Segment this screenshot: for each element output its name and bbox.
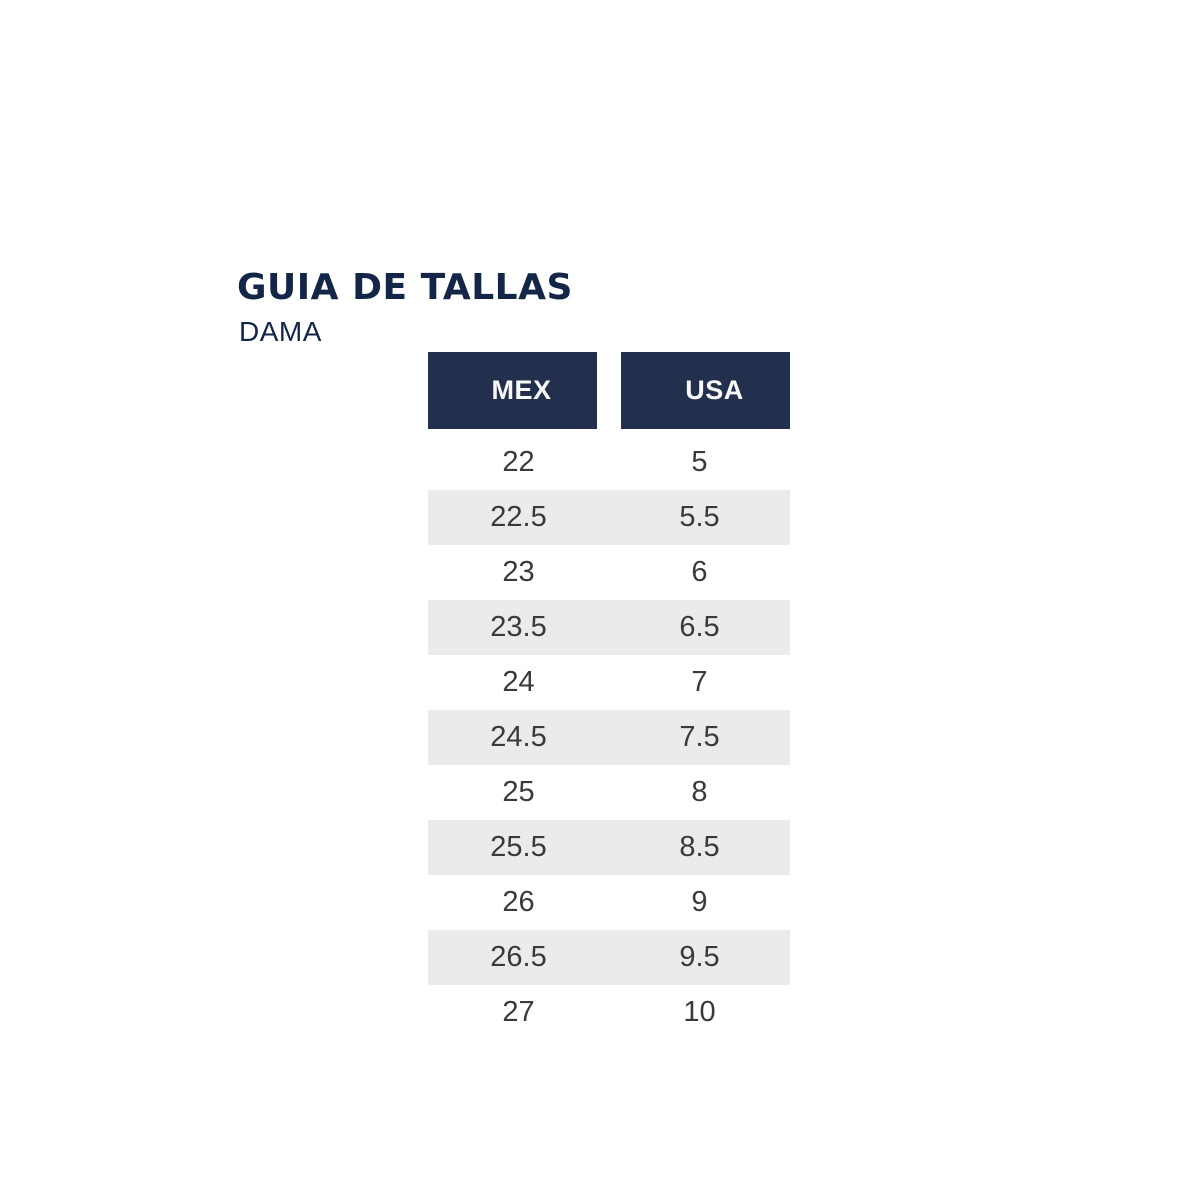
- cell-usa-size: 5: [691, 446, 708, 478]
- cell-usa-size: 8: [691, 776, 708, 808]
- cell-mex-size: 22: [502, 446, 535, 478]
- cell-usa-size: 6: [691, 556, 708, 588]
- cell-mex-size: 26: [502, 886, 535, 918]
- table-row: 26.5 9.5: [428, 930, 790, 985]
- page-subtitle: DAMA: [239, 316, 322, 347]
- cell-mex-size: 27: [502, 996, 535, 1028]
- size-table: MEX USA 22 5 22.5 5.5 23 6 23.5 6.5 24 7…: [428, 352, 790, 1040]
- table-row: 26 9: [428, 875, 790, 930]
- table-row: 27 10: [428, 985, 790, 1040]
- table-row: 23 6: [428, 545, 790, 600]
- table-row: 22 5: [428, 435, 790, 490]
- cell-mex-size: 23.5: [490, 611, 547, 643]
- table-row: 22.5 5.5: [428, 490, 790, 545]
- cell-usa-size: 5.5: [679, 501, 720, 533]
- size-table-rows: 22 5 22.5 5.5 23 6 23.5 6.5 24 7 24.5 7.…: [428, 435, 790, 1040]
- column-header-usa: USA: [621, 352, 790, 429]
- cell-mex-size: 25.5: [490, 831, 547, 863]
- column-header-usa-label: USA: [685, 375, 744, 405]
- cell-mex-size: 25: [502, 776, 535, 808]
- cell-usa-size: 6.5: [679, 611, 720, 643]
- table-row: 23.5 6.5: [428, 600, 790, 655]
- cell-mex-size: 24.5: [490, 721, 547, 753]
- cell-usa-size: 7: [691, 666, 708, 698]
- page-title: GUIA DE TALLAS: [237, 267, 573, 308]
- table-row: 24.5 7.5: [428, 710, 790, 765]
- table-row: 25 8: [428, 765, 790, 820]
- size-table-header: MEX USA: [428, 352, 790, 429]
- cell-usa-size: 8.5: [679, 831, 720, 863]
- cell-usa-size: 7.5: [679, 721, 720, 753]
- cell-usa-size: 9: [691, 886, 708, 918]
- column-header-mex-label: MEX: [491, 375, 552, 405]
- cell-mex-size: 23: [502, 556, 535, 588]
- cell-mex-size: 22.5: [490, 501, 547, 533]
- table-row: 24 7: [428, 655, 790, 710]
- cell-usa-size: 9.5: [679, 941, 720, 973]
- cell-mex-size: 26.5: [490, 941, 547, 973]
- cell-usa-size: 10: [683, 996, 716, 1028]
- cell-mex-size: 24: [502, 666, 535, 698]
- table-row: 25.5 8.5: [428, 820, 790, 875]
- column-header-mex: MEX: [428, 352, 597, 429]
